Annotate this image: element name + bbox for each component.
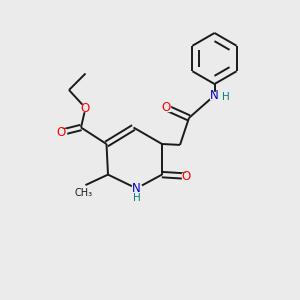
Text: O: O — [57, 125, 66, 139]
Text: CH₃: CH₃ — [74, 188, 92, 197]
Text: O: O — [81, 101, 90, 115]
Text: H: H — [222, 92, 230, 102]
Text: O: O — [161, 101, 170, 114]
Bar — [161, 104, 170, 111]
Text: N: N — [132, 182, 141, 195]
Bar — [132, 185, 141, 192]
Bar — [81, 105, 90, 111]
Text: N: N — [210, 89, 219, 102]
Bar — [182, 173, 190, 179]
Bar — [57, 129, 66, 135]
Text: H: H — [133, 193, 140, 203]
Text: O: O — [182, 169, 190, 183]
Bar — [210, 92, 219, 99]
